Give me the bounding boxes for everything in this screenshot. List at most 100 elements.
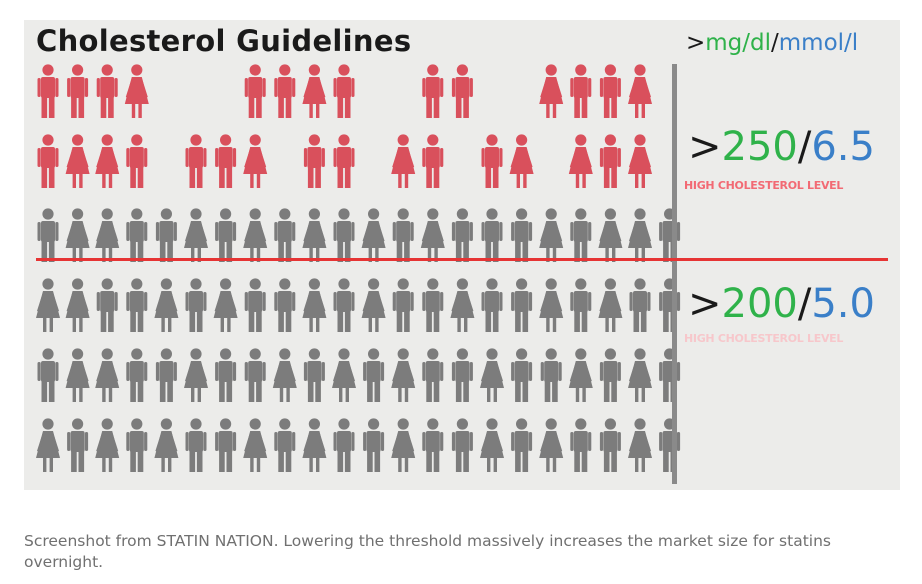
woman-figure-icon [184, 348, 208, 402]
man-figure-icon [37, 208, 59, 262]
woman-figure-icon [628, 208, 652, 262]
man-figure-icon [333, 134, 355, 188]
woman-figure-icon [539, 418, 564, 472]
level-new-prefix: > [688, 281, 722, 327]
man-figure-icon [67, 64, 89, 118]
man-figure-icon [570, 418, 592, 472]
image-caption: Screenshot from STATIN NATION. Lowering … [24, 532, 831, 571]
units-mg: mg/dl [705, 30, 772, 56]
divider-line [672, 64, 677, 484]
woman-figure-icon [509, 134, 534, 188]
units-separator: / [771, 30, 779, 56]
man-figure-icon [333, 208, 355, 262]
people-chart [36, 64, 888, 484]
units-prefix: > [686, 30, 706, 56]
woman-figure-icon [302, 418, 327, 472]
woman-figure-icon [628, 64, 652, 118]
man-figure-icon [303, 348, 325, 402]
level-new-mmol: 5.0 [811, 281, 875, 327]
man-figure-icon [274, 64, 296, 118]
man-figure-icon [333, 418, 355, 472]
woman-figure-icon [184, 208, 208, 262]
man-figure-icon [511, 208, 533, 262]
woman-figure-icon [65, 348, 90, 402]
man-figure-icon [540, 348, 562, 402]
woman-figure-icon [628, 134, 652, 188]
man-figure-icon [215, 208, 237, 262]
woman-figure-icon [154, 278, 179, 332]
woman-figure-icon [36, 418, 60, 472]
threshold-line [36, 258, 888, 261]
units-legend: >mg/dl/mmol/l [686, 30, 858, 56]
man-figure-icon [511, 348, 533, 402]
woman-figure-icon [391, 348, 416, 402]
woman-figure-icon [361, 208, 386, 262]
woman-figure-icon [65, 134, 90, 188]
man-figure-icon [451, 348, 473, 402]
man-figure-icon [451, 208, 473, 262]
man-figure-icon [126, 348, 148, 402]
woman-figure-icon [480, 418, 504, 472]
woman-figure-icon [628, 418, 652, 472]
man-figure-icon [215, 348, 237, 402]
man-figure-icon [599, 134, 621, 188]
woman-figure-icon [302, 278, 327, 332]
woman-figure-icon [95, 208, 120, 262]
man-figure-icon [629, 278, 651, 332]
man-figure-icon [155, 348, 177, 402]
man-figure-icon [422, 64, 444, 118]
level-high-mmol: 6.5 [811, 124, 875, 170]
woman-figure-icon [243, 208, 268, 262]
man-figure-icon [244, 348, 266, 402]
level-high-label: HIGH CHOLESTEROL LEVEL [684, 179, 844, 192]
man-figure-icon [451, 64, 473, 118]
woman-figure-icon [95, 418, 120, 472]
man-figure-icon [185, 134, 207, 188]
man-figure-icon [422, 418, 444, 472]
man-figure-icon [155, 208, 177, 262]
woman-figure-icon [391, 134, 416, 188]
level-high-mg: 250 [721, 124, 798, 170]
woman-figure-icon [480, 348, 504, 402]
woman-figure-icon [272, 348, 297, 402]
man-figure-icon [126, 134, 148, 188]
man-figure-icon [37, 348, 59, 402]
man-figure-icon [422, 348, 444, 402]
man-figure-icon [126, 418, 148, 472]
man-figure-icon [126, 208, 148, 262]
man-figure-icon [244, 64, 266, 118]
man-figure-icon [96, 278, 118, 332]
man-figure-icon [422, 278, 444, 332]
man-figure-icon [570, 64, 592, 118]
man-figure-icon [185, 418, 207, 472]
woman-figure-icon [243, 418, 268, 472]
man-figure-icon [274, 278, 296, 332]
man-figure-icon [37, 64, 59, 118]
man-figure-icon [511, 278, 533, 332]
man-figure-icon [481, 278, 503, 332]
woman-figure-icon [154, 418, 179, 472]
man-figure-icon [244, 278, 266, 332]
man-figure-icon [274, 418, 296, 472]
level-high-separator: / [797, 124, 812, 170]
infographic: Cholesterol Guidelines >mg/dl/mmol/l >25… [24, 20, 900, 490]
man-figure-icon [451, 418, 473, 472]
man-figure-icon [422, 134, 444, 188]
level-new-mg: 200 [721, 281, 798, 327]
man-figure-icon [333, 64, 355, 118]
woman-figure-icon [95, 134, 120, 188]
woman-figure-icon [361, 278, 386, 332]
woman-figure-icon [420, 208, 445, 262]
woman-figure-icon [568, 134, 593, 188]
woman-figure-icon [213, 278, 238, 332]
woman-figure-icon [539, 278, 564, 332]
man-figure-icon [333, 278, 355, 332]
man-figure-icon [481, 208, 503, 262]
woman-figure-icon [302, 64, 327, 118]
man-figure-icon [215, 134, 237, 188]
woman-figure-icon [36, 278, 60, 332]
man-figure-icon [599, 64, 621, 118]
units-mmol: mmol/l [778, 30, 859, 56]
man-figure-icon [67, 418, 89, 472]
man-figure-icon [392, 208, 414, 262]
